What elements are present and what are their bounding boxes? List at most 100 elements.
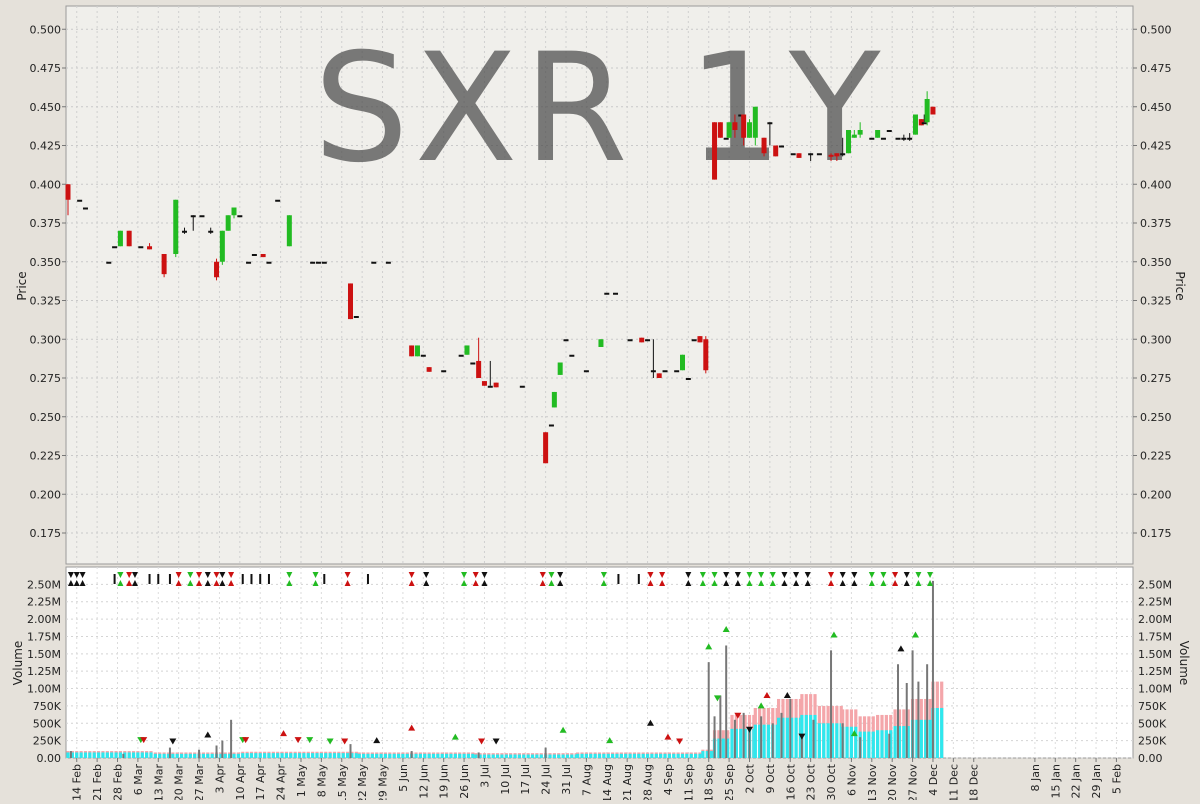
signal-arrow-up — [769, 580, 776, 586]
volume-band-cyan — [431, 753, 436, 758]
date-tick-label: 5 Jun — [397, 764, 410, 792]
candle-body — [470, 362, 476, 365]
volume-band-cyan — [223, 753, 227, 758]
volume-band-cyan — [940, 707, 944, 758]
candle-body — [464, 345, 470, 355]
volume-band-cyan — [179, 753, 184, 758]
candle-body — [930, 106, 936, 115]
volume-band-cyan — [871, 731, 875, 758]
volume-band-cyan — [280, 753, 284, 758]
signal-arrow-down — [915, 572, 922, 578]
price-tick-label: 0.425 — [1140, 140, 1172, 153]
volume-tick-label: 0.00 — [37, 752, 62, 765]
volume-marker — [798, 733, 806, 740]
date-tick-label: 17 Jul — [519, 764, 532, 795]
date-tick-label: 14 Aug — [601, 764, 614, 800]
date-tick-label: 24 Apr — [275, 764, 288, 800]
volume-band-cyan — [705, 751, 709, 758]
volume-axis-left: 2.50M 2.25M 2.00M 1.75M 1.50M 1.25M 1.00M 750K 5… — [27, 578, 62, 765]
signal-tick — [637, 574, 640, 584]
candle-body — [237, 215, 243, 218]
candle-body — [761, 137, 767, 154]
candle-body — [790, 153, 796, 156]
price-tick-label: 0.475 — [30, 62, 62, 75]
volume-marker — [280, 730, 288, 737]
volume-band-cyan — [777, 717, 781, 758]
candle-body — [857, 130, 863, 135]
volume-band-cyan — [284, 753, 289, 758]
date-tick-label: 26 Jun — [458, 764, 471, 799]
candle-body — [895, 137, 901, 140]
volume-band-cyan — [611, 753, 615, 758]
volume-band-cyan — [478, 754, 482, 758]
signal-tick — [250, 574, 253, 584]
signal-arrow-down — [73, 572, 80, 578]
volume-marker — [341, 738, 349, 745]
volume-band-cyan — [328, 753, 332, 758]
candle-body — [604, 292, 610, 295]
candle-body — [82, 207, 88, 210]
candle-body — [190, 215, 196, 218]
signal-arrow-up — [73, 580, 80, 586]
signal-arrow-up — [892, 580, 899, 586]
volume-band-cyan — [517, 754, 522, 758]
price-tick-label: 0.325 — [30, 295, 62, 308]
date-tick-label: 14 Feb — [71, 764, 84, 800]
volume-marker — [713, 695, 721, 702]
volume-band-cyan — [366, 753, 370, 758]
candle-body — [918, 119, 924, 126]
candle-body — [77, 199, 83, 202]
volume-band-cyan — [193, 753, 197, 758]
volume-band-cyan — [75, 752, 79, 758]
signal-arrow-down — [481, 572, 488, 578]
volume-band-cyan — [153, 753, 157, 758]
signal-arrow-down — [408, 572, 415, 578]
candle-body — [746, 122, 752, 138]
candle-body — [266, 261, 272, 264]
signal-row — [67, 572, 934, 586]
volume-band-cyan — [889, 730, 893, 758]
volume-band-cyan — [341, 753, 345, 758]
candle-body — [726, 122, 732, 138]
volume-band-cyan — [297, 753, 302, 758]
volume-marker — [757, 702, 765, 709]
volume-band-cyan — [258, 753, 262, 758]
volume-marker — [897, 645, 905, 652]
candle-body — [875, 130, 881, 138]
volume-bar — [742, 712, 745, 758]
volume-band-cyan — [254, 753, 258, 758]
volume-marker — [169, 738, 177, 745]
volume-band-cyan — [471, 753, 475, 758]
volume-tick-label: 2.25M — [27, 596, 61, 609]
volume-band-cyan — [641, 753, 645, 758]
volume-band-cyan — [739, 728, 743, 758]
volume-band-cyan — [597, 753, 602, 758]
date-tick-label: 31 Jul — [560, 764, 573, 795]
date-tick-label: 2 Oct — [743, 763, 756, 793]
volume-band-cyan — [730, 728, 734, 758]
candle-body — [656, 373, 662, 378]
volume-tick-label: 1.00M — [1138, 683, 1172, 696]
signal-arrow-down — [699, 572, 706, 578]
volume-bar — [544, 747, 547, 758]
date-tick-label: 15 May — [336, 764, 349, 800]
candle-body — [493, 382, 499, 388]
volume-band-cyan — [405, 753, 409, 758]
volume-marker — [676, 738, 684, 745]
volume-band-cyan — [375, 753, 379, 758]
volume-bar — [800, 737, 803, 758]
volume-band-cyan — [70, 752, 74, 758]
candle-body — [286, 215, 292, 247]
price-tick-label: 0.300 — [30, 333, 62, 346]
volume-band-cyan — [632, 753, 637, 758]
volume-bar — [69, 751, 72, 758]
candle-body — [214, 261, 220, 278]
volume-band-cyan — [849, 726, 854, 758]
volume-band-cyan — [876, 730, 880, 758]
volume-band-cyan — [676, 753, 680, 758]
date-tick-label: 23 Oct — [805, 763, 818, 800]
candle-body — [481, 381, 487, 386]
price-tick-label: 0.300 — [1140, 333, 1172, 346]
signal-arrow-down — [828, 572, 835, 578]
volume-bars — [69, 580, 934, 758]
